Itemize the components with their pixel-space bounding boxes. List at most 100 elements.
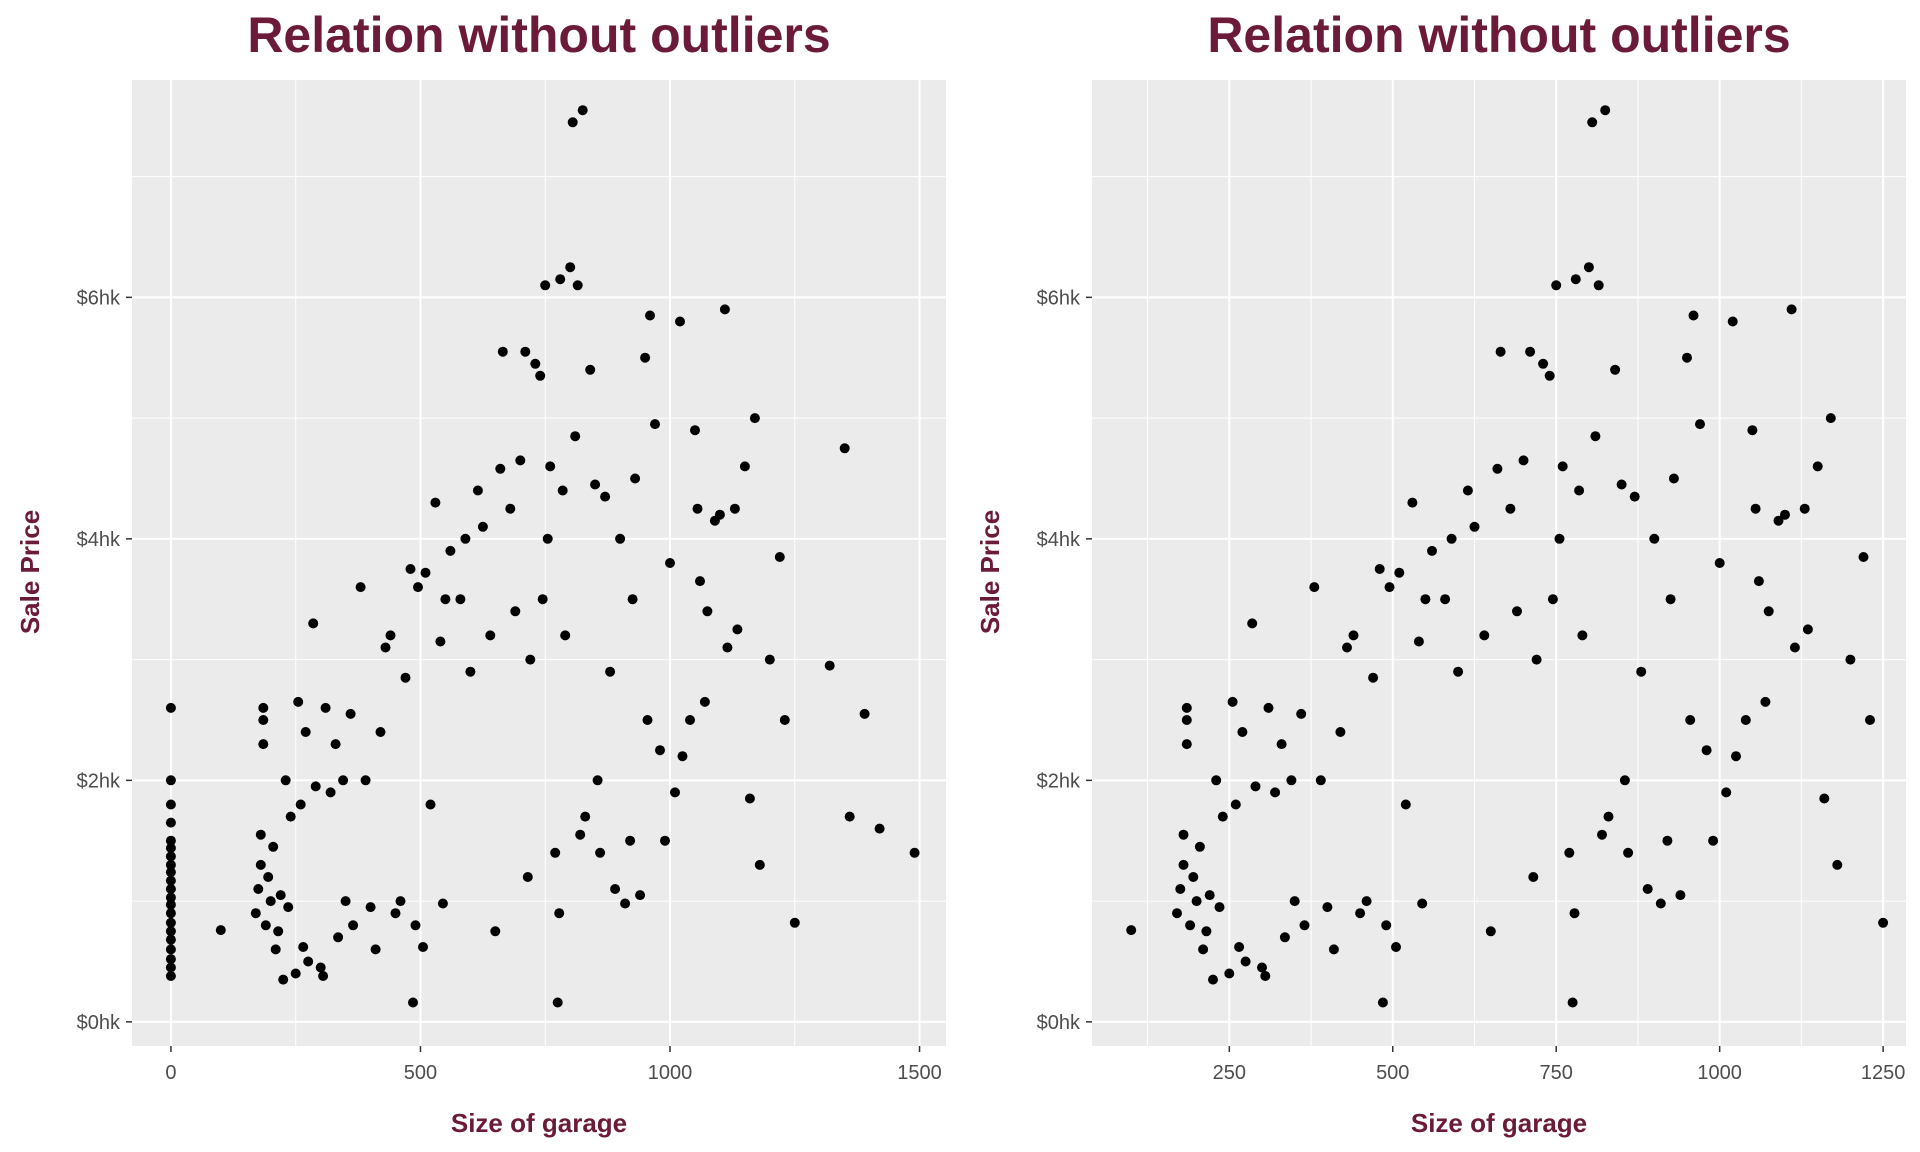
plot-background [132,80,946,1046]
data-point [283,902,294,913]
data-point [430,497,441,508]
data-point [525,654,536,665]
data-point [263,872,274,882]
data-point [1279,932,1290,943]
x-tick-label: 0 [165,1062,176,1084]
data-point [615,533,626,544]
data-point [1551,280,1562,291]
data-point [455,594,466,605]
data-point [839,443,850,454]
data-point [620,898,631,909]
data-point [1188,872,1199,882]
data-point [1335,727,1346,737]
data-point [595,847,606,858]
data-point [1247,618,1258,629]
data-point [165,843,176,853]
data-point [495,463,506,474]
y-tick-label: $0hk [77,1012,121,1034]
data-point [1342,642,1352,653]
data-point [165,899,176,910]
data-point [1858,552,1869,562]
data-point [1417,898,1428,909]
data-point [1773,515,1784,526]
data-point [1603,811,1614,822]
data-point [260,920,271,931]
data-point [515,455,526,466]
data-point [1381,920,1392,931]
data-point [1391,942,1401,952]
data-point [1629,491,1640,502]
data-point [1878,917,1889,928]
data-point [1172,908,1182,919]
data-point [1721,787,1732,798]
data-point [355,582,366,593]
data-point [405,564,416,574]
data-point [165,908,176,919]
data-point [642,715,653,725]
data-point [1569,908,1580,919]
data-point [308,618,319,629]
data-point [1175,884,1186,894]
data-point [472,485,483,496]
data-point [265,896,276,907]
data-point [278,974,289,985]
data-point [645,310,655,321]
data-point [1727,316,1738,327]
data-point [1348,630,1359,641]
data-point [303,956,314,967]
data-point [1649,533,1660,544]
data-point [732,624,743,635]
data-point [1126,925,1137,936]
data-point [295,799,306,810]
data-point [1181,702,1192,713]
data-point [413,582,423,593]
data-point [1322,902,1333,913]
data-point [592,775,603,786]
data-point [665,558,675,568]
data-point [318,971,329,981]
x-tick-label: 750 [1540,1062,1573,1084]
data-point [1227,696,1238,707]
data-point [1299,920,1310,931]
chart-title: Relation without outliers [247,7,830,63]
data-point [1178,829,1189,840]
data-point [1234,942,1245,952]
data-point [258,702,269,713]
data-point [1570,274,1581,285]
data-point [338,775,349,786]
data-point [165,799,176,810]
data-point [1665,594,1676,605]
data-point [165,926,176,937]
data-point [1583,262,1594,273]
data-point [1505,503,1516,514]
data-point [258,739,269,750]
data-point [729,503,740,514]
data-point [535,370,546,381]
data-point [215,925,226,936]
data-point [165,971,176,981]
data-point [1668,473,1679,484]
data-point [567,117,578,128]
data-point [1201,926,1212,937]
data-point [1361,896,1372,907]
x-tick-label: 250 [1213,1062,1246,1084]
data-point [1802,624,1813,635]
data-point [1420,594,1431,605]
y-tick-label: $6hk [1037,287,1081,309]
data-point [408,997,418,1008]
data-point [1642,884,1653,894]
x-tick-label: 1500 [897,1062,942,1084]
data-point [1812,461,1823,472]
data-point [370,944,381,955]
data-point [285,811,296,822]
data-point [1446,533,1457,544]
data-point [1750,503,1761,514]
chart-title: Relation without outliers [1207,7,1790,63]
data-point [1296,708,1307,719]
data-point [255,829,266,840]
data-point [1512,606,1522,617]
data-point [1289,896,1300,907]
data-point [165,962,176,973]
data-point [1832,859,1843,870]
data-point [1485,926,1496,937]
